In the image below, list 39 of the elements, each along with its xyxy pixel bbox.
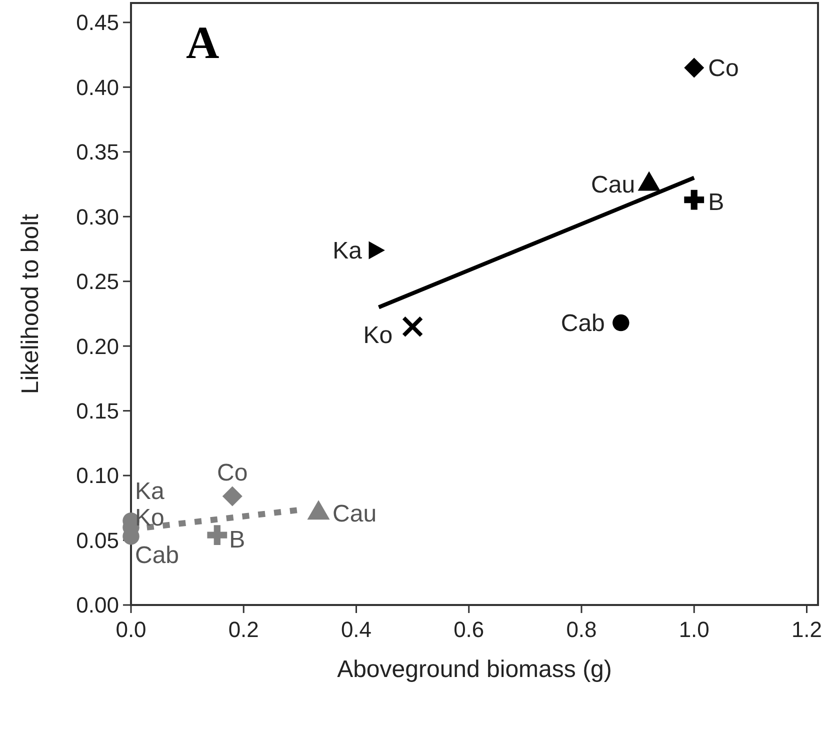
point	[402, 316, 424, 338]
point	[368, 241, 385, 260]
annotation: Co	[217, 460, 248, 487]
annotation: Ko	[363, 322, 393, 350]
annotation: B	[708, 189, 724, 216]
point	[684, 58, 704, 78]
y-tick-label: 0.30	[76, 204, 119, 230]
x-tick-label: 0.6	[454, 617, 484, 642]
x-axis-title: Aboveground biomass (g)	[337, 656, 612, 683]
annotation: B	[229, 526, 246, 554]
y-tick-label: 0.00	[76, 592, 119, 618]
y-tick-label: 0.45	[76, 10, 119, 36]
annotation: Co	[708, 55, 739, 82]
y-tick-label: 0.05	[76, 528, 119, 553]
point	[222, 486, 242, 506]
y-tick-label: 0.25	[76, 269, 119, 294]
point	[207, 525, 228, 546]
annotation: Cab	[560, 310, 605, 338]
y-axis-title: Likelihood to bolt	[17, 214, 44, 394]
x-tick-label: 1.2	[791, 617, 822, 642]
x-tick-label: 1.0	[678, 617, 710, 642]
annotation: Ko	[135, 504, 164, 532]
annotation: Cau	[332, 500, 377, 528]
y-tick-label: 0.15	[76, 398, 119, 424]
x-tick-label: 0.2	[228, 617, 259, 642]
chart-title: A	[186, 17, 220, 68]
y-tick-label: 0.20	[76, 334, 119, 359]
y-tick-label: 0.10	[76, 463, 119, 488]
annotation: Ka	[135, 478, 166, 506]
point	[612, 314, 630, 332]
annotation: Ka	[332, 238, 363, 265]
point	[684, 190, 704, 210]
x-tick-label: 0.0	[116, 617, 146, 642]
y-tick-label: 0.35	[76, 140, 119, 165]
annotation: Cau	[591, 172, 636, 199]
annotation: Cab	[135, 542, 180, 569]
x-tick-label: 0.8	[566, 617, 597, 642]
y-tick-label: 0.40	[76, 74, 119, 100]
x-tick-label: 0.4	[340, 617, 372, 642]
